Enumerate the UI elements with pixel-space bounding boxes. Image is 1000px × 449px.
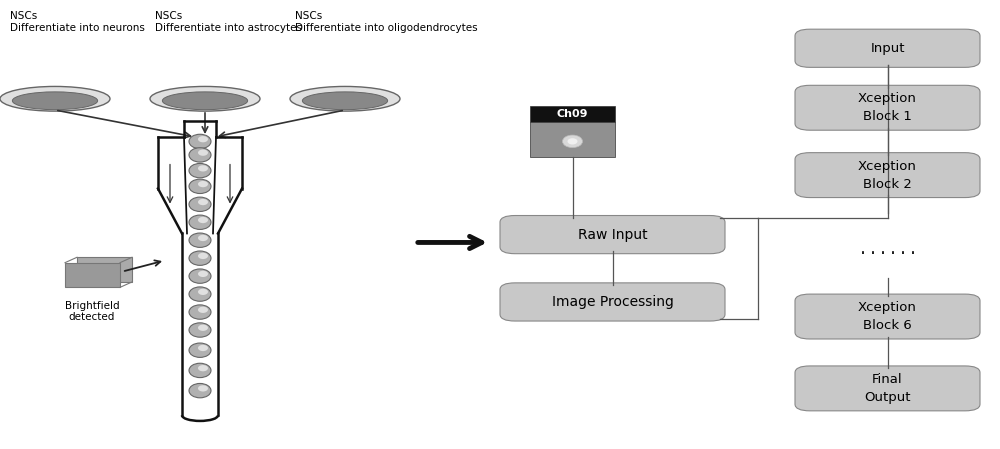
Text: Final
Output: Final Output [864, 373, 911, 404]
Text: Xception
Block 1: Xception Block 1 [858, 92, 917, 123]
FancyBboxPatch shape [500, 283, 725, 321]
Ellipse shape [189, 233, 211, 247]
Text: Ch09: Ch09 [557, 109, 588, 119]
Ellipse shape [198, 365, 208, 371]
Ellipse shape [568, 138, 578, 145]
FancyBboxPatch shape [795, 29, 980, 67]
Ellipse shape [189, 343, 211, 357]
Ellipse shape [302, 92, 388, 110]
Text: Xception
Block 6: Xception Block 6 [858, 301, 917, 332]
Text: ......: ...... [858, 240, 918, 258]
Text: Xception
Block 2: Xception Block 2 [858, 159, 917, 191]
Ellipse shape [189, 148, 211, 162]
Text: NSCs
Differentiate into astrocytes: NSCs Differentiate into astrocytes [155, 11, 302, 33]
Text: Image Processing: Image Processing [552, 295, 673, 309]
Ellipse shape [189, 269, 211, 283]
FancyBboxPatch shape [530, 106, 615, 122]
Ellipse shape [198, 150, 208, 156]
FancyBboxPatch shape [795, 85, 980, 130]
Ellipse shape [198, 253, 208, 259]
Ellipse shape [198, 165, 208, 172]
Ellipse shape [189, 305, 211, 319]
Ellipse shape [189, 134, 211, 149]
FancyBboxPatch shape [795, 153, 980, 198]
Ellipse shape [189, 383, 211, 398]
Ellipse shape [189, 179, 211, 194]
Ellipse shape [189, 251, 211, 265]
Ellipse shape [189, 163, 211, 178]
FancyBboxPatch shape [795, 294, 980, 339]
Text: Input: Input [870, 42, 905, 55]
Ellipse shape [198, 136, 208, 142]
FancyBboxPatch shape [77, 257, 132, 282]
Ellipse shape [0, 86, 110, 111]
Ellipse shape [198, 235, 208, 241]
Ellipse shape [198, 307, 208, 313]
Ellipse shape [12, 92, 98, 110]
Ellipse shape [198, 181, 208, 187]
FancyBboxPatch shape [500, 216, 725, 254]
Ellipse shape [189, 363, 211, 378]
Ellipse shape [189, 215, 211, 229]
Ellipse shape [189, 197, 211, 211]
Ellipse shape [198, 271, 208, 277]
Text: Raw Input: Raw Input [578, 228, 647, 242]
Ellipse shape [562, 135, 582, 148]
Ellipse shape [198, 217, 208, 223]
Ellipse shape [189, 287, 211, 301]
Text: NSCs
Differentiate into oligodendrocytes: NSCs Differentiate into oligodendrocytes [295, 11, 478, 33]
FancyBboxPatch shape [65, 263, 120, 287]
Ellipse shape [198, 385, 208, 392]
Ellipse shape [198, 289, 208, 295]
FancyBboxPatch shape [795, 366, 980, 411]
Ellipse shape [198, 325, 208, 331]
Ellipse shape [198, 345, 208, 351]
Text: Brightfield
detected: Brightfield detected [65, 301, 119, 322]
Ellipse shape [290, 86, 400, 111]
Ellipse shape [198, 199, 208, 205]
Ellipse shape [189, 323, 211, 337]
Text: NSCs
Differentiate into neurons: NSCs Differentiate into neurons [10, 11, 145, 33]
Ellipse shape [150, 86, 260, 111]
FancyBboxPatch shape [530, 122, 615, 157]
Ellipse shape [162, 92, 248, 110]
